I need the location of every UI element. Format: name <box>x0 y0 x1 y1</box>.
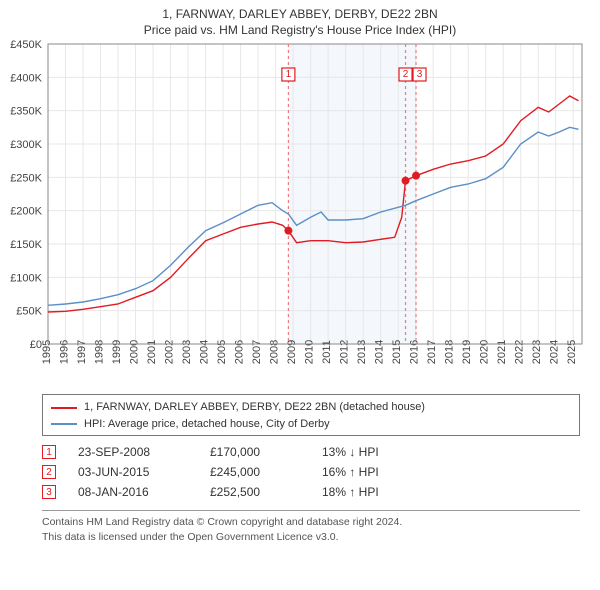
event-date: 23-SEP-2008 <box>78 445 188 459</box>
x-tick-label: 2019 <box>461 340 473 364</box>
event-marker-number: 1 <box>286 69 292 80</box>
footer-line-2: This data is licensed under the Open Gov… <box>42 530 580 544</box>
x-tick-label: 2003 <box>181 340 193 364</box>
event-row: 1 23-SEP-2008 £170,000 13% ↓ HPI <box>42 442 580 462</box>
title-line-1: 1, FARNWAY, DARLEY ABBEY, DERBY, DE22 2B… <box>0 6 600 22</box>
x-tick-label: 2023 <box>531 340 543 364</box>
events-table: 1 23-SEP-2008 £170,000 13% ↓ HPI 2 03-JUN-201… <box>42 442 580 502</box>
event-date: 03-JUN-2015 <box>78 465 188 479</box>
event-row-marker: 1 <box>42 445 56 459</box>
event-marker-number: 2 <box>403 69 409 80</box>
event-date: 08-JAN-2016 <box>78 485 188 499</box>
x-tick-label: 2014 <box>374 340 386 364</box>
footer-line-1: Contains HM Land Registry data © Crown c… <box>42 515 580 529</box>
x-tick-label: 1996 <box>59 340 71 364</box>
x-tick-label: 2025 <box>566 340 578 364</box>
footer: Contains HM Land Registry data © Crown c… <box>42 510 580 543</box>
x-tick-label: 2022 <box>514 340 526 364</box>
event-price: £245,000 <box>210 465 300 479</box>
x-tick-label: 2018 <box>444 340 456 364</box>
event-hpi: 13% ↓ HPI <box>322 445 432 459</box>
x-tick-label: 2021 <box>496 340 508 364</box>
event-point <box>402 177 410 185</box>
legend-label: 1, FARNWAY, DARLEY ABBEY, DERBY, DE22 2B… <box>84 399 425 416</box>
legend-item: 1, FARNWAY, DARLEY ABBEY, DERBY, DE22 2B… <box>51 399 571 416</box>
event-row: 3 08-JAN-2016 £252,500 18% ↑ HPI <box>42 482 580 502</box>
x-tick-label: 2004 <box>199 340 211 364</box>
highlight-band <box>288 44 416 344</box>
x-tick-label: 1997 <box>76 340 88 364</box>
event-point <box>412 172 420 180</box>
x-tick-label: 2016 <box>409 340 421 364</box>
x-tick-label: 2012 <box>339 340 351 364</box>
legend-item: HPI: Average price, detached house, City… <box>51 416 571 433</box>
legend-label: HPI: Average price, detached house, City… <box>84 416 330 433</box>
x-tick-label: 2017 <box>426 340 438 364</box>
y-tick-label: £200K <box>10 206 42 218</box>
x-tick-label: 2015 <box>391 340 403 364</box>
event-point <box>284 227 292 235</box>
x-tick-label: 2000 <box>129 340 141 364</box>
x-tick-label: 2024 <box>549 340 561 364</box>
y-tick-label: £250K <box>10 173 42 185</box>
x-tick-label: 2002 <box>164 340 176 364</box>
event-hpi: 18% ↑ HPI <box>322 485 432 499</box>
x-tick-label: 2001 <box>146 340 158 364</box>
x-tick-label: 2006 <box>234 340 246 364</box>
legend-swatch <box>51 423 77 425</box>
event-price: £252,500 <box>210 485 300 499</box>
price-chart: £0£50K£100K£150K£200K£250K£300K£350K£400… <box>0 38 600 388</box>
y-tick-label: £50K <box>16 306 42 318</box>
legend-swatch <box>51 407 77 409</box>
x-tick-label: 1999 <box>111 340 123 364</box>
x-tick-label: 2005 <box>216 340 228 364</box>
chart-titles: 1, FARNWAY, DARLEY ABBEY, DERBY, DE22 2B… <box>0 0 600 38</box>
event-hpi: 16% ↑ HPI <box>322 465 432 479</box>
event-row: 2 03-JUN-2015 £245,000 16% ↑ HPI <box>42 462 580 482</box>
x-tick-label: 1995 <box>41 340 53 364</box>
x-tick-label: 1998 <box>94 340 106 364</box>
x-tick-label: 2009 <box>286 340 298 364</box>
y-tick-label: £150K <box>10 239 42 251</box>
x-tick-label: 2013 <box>356 340 368 364</box>
x-tick-label: 2008 <box>269 340 281 364</box>
y-tick-label: £300K <box>10 139 42 151</box>
x-tick-label: 2007 <box>251 340 263 364</box>
legend: 1, FARNWAY, DARLEY ABBEY, DERBY, DE22 2B… <box>42 394 580 436</box>
x-tick-label: 2020 <box>479 340 491 364</box>
event-marker-number: 3 <box>417 69 423 80</box>
y-tick-label: £400K <box>10 73 42 85</box>
event-row-marker: 2 <box>42 465 56 479</box>
y-tick-label: £450K <box>10 39 42 51</box>
y-tick-label: £350K <box>10 106 42 118</box>
title-line-2: Price paid vs. HM Land Registry's House … <box>0 22 600 38</box>
event-row-marker: 3 <box>42 485 56 499</box>
y-tick-label: £100K <box>10 273 42 285</box>
x-tick-label: 2010 <box>304 340 316 364</box>
event-price: £170,000 <box>210 445 300 459</box>
